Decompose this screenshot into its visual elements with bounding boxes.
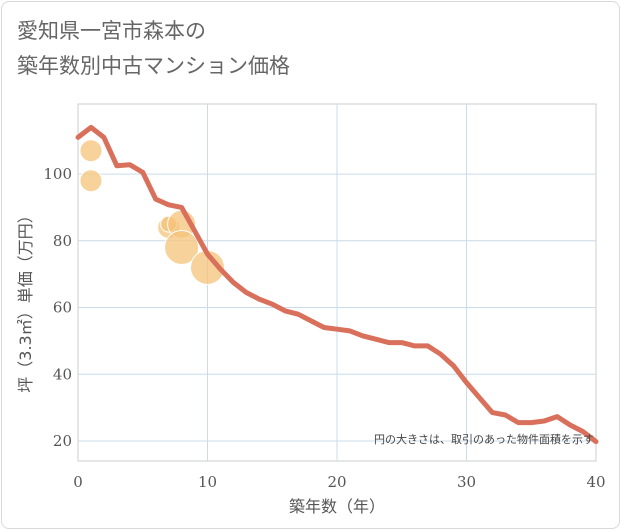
x-tick-label: 40 [586,473,605,491]
bubble-point [79,169,103,193]
y-axis-title: 坪（3.3㎡）単価（万円） [16,207,35,392]
y-tick-label: 40 [53,365,72,383]
price-trend-line [75,124,599,445]
x-tick-label: 30 [457,473,476,491]
x-tick-label: 10 [198,473,217,491]
grid-lines [78,104,596,461]
bubble-size-note: 円の大きさは、取引のあった物件面積を示す [374,432,594,446]
bubble-point [164,229,200,265]
x-axis-title: 築年数（年） [289,497,385,516]
x-tick-label: 0 [73,473,83,491]
y-tick-label: 100 [43,165,72,183]
y-tick-label: 80 [53,232,72,250]
bubble-point [79,139,103,163]
tick-labels: 0 10 20 30 40 20 40 60 80 100 [43,165,605,491]
y-tick-label: 20 [53,432,72,450]
y-tick-label: 60 [53,299,72,317]
chart-title: 愛知県一宮市森本の 築年数別中古マンション価格 [17,19,290,78]
bubble-series [79,139,225,285]
x-tick-label: 20 [327,473,346,491]
